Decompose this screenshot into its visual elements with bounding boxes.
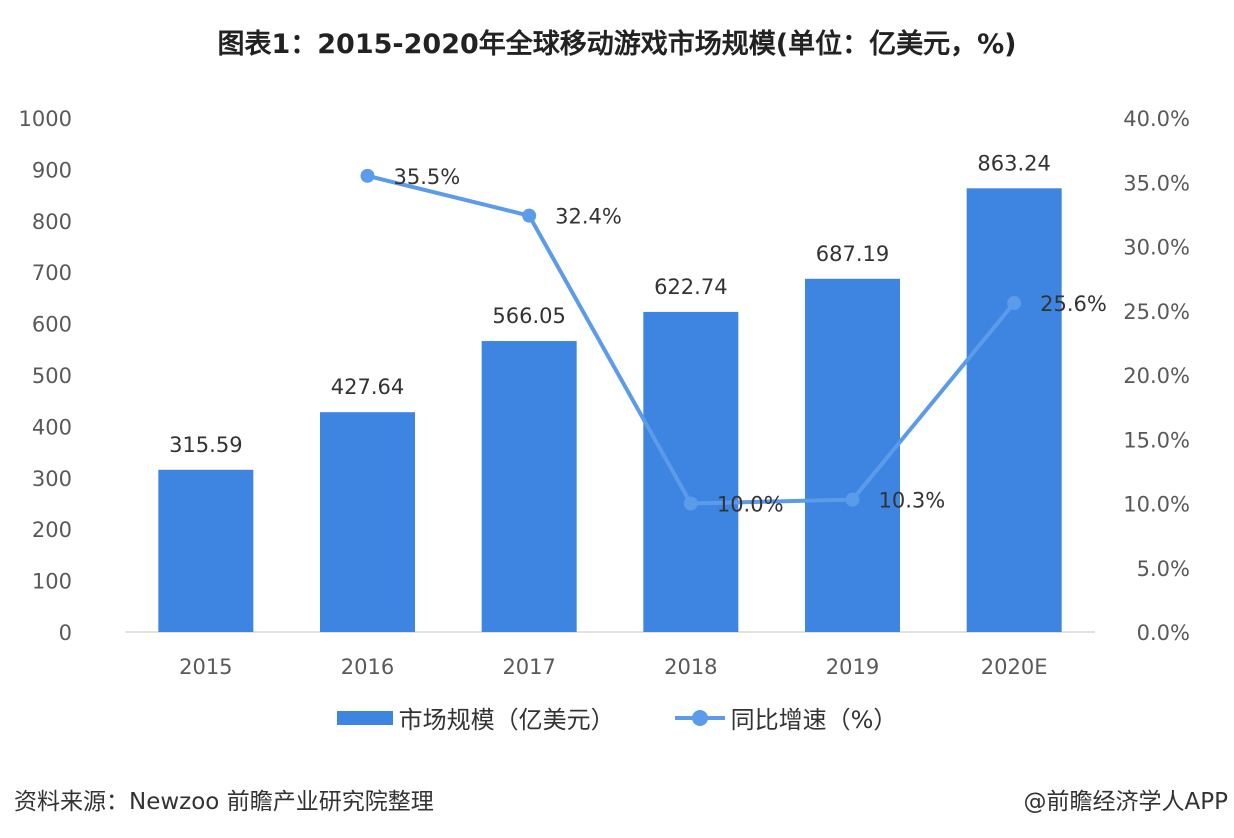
line-point (845, 492, 860, 507)
line-point (360, 168, 375, 183)
y-left-tick: 700 (32, 261, 72, 285)
y-left-tick: 800 (32, 210, 72, 234)
x-tick: 2017 (502, 655, 555, 679)
y-left-tick: 400 (32, 415, 72, 439)
y-right-tick: 35.0% (1123, 171, 1190, 195)
legend-item-bar[interactable]: 市场规模（亿美元） (336, 700, 615, 735)
bar-data-label: 687.19 (816, 242, 889, 266)
legend: 市场规模（亿美元） 同比增速（%） (0, 700, 1234, 735)
bar-data-label: 863.24 (977, 151, 1050, 175)
bar-data-label: 315.59 (169, 433, 242, 457)
y-left-tick: 900 (32, 158, 72, 182)
x-tick: 2016 (341, 655, 394, 679)
line-data-label: 35.5% (394, 165, 461, 189)
chart: 0 100 200 300 400 500 600 700 800 900 1000 0.0% 5.0%… (19, 107, 1190, 679)
x-tick: 2020E (981, 655, 1048, 679)
bar (158, 469, 254, 632)
line-data-label: 25.6% (1040, 292, 1107, 316)
legend-swatch-line (674, 709, 725, 726)
line-data-label: 10.0% (717, 493, 784, 517)
bar-data-label: 427.64 (331, 375, 404, 399)
line-data-label: 10.3% (879, 489, 946, 513)
credit: @前瞻经济学人APP (1023, 789, 1228, 815)
line-point (522, 208, 537, 223)
x-tick: 2019 (826, 655, 879, 679)
y-left-tick: 500 (32, 364, 72, 388)
y-right-tick: 5.0% (1137, 557, 1190, 581)
bar (320, 412, 415, 632)
y-left-tick: 200 (32, 518, 72, 542)
y-left-tick: 300 (32, 467, 72, 491)
y-left-tick: 0 (59, 621, 72, 645)
legend-label-bar: 市场规模（亿美元） (398, 706, 615, 734)
y-right-tick: 10.0% (1123, 493, 1190, 517)
legend-label-line: 同比增速（%） (730, 706, 898, 734)
line-point (1007, 296, 1022, 311)
y-right-tick: 15.0% (1123, 428, 1190, 452)
legend-item-line[interactable]: 同比增速（%） (674, 700, 898, 735)
bar (643, 311, 739, 632)
y-right-tick: 40.0% (1123, 107, 1190, 131)
x-tick: 2015 (179, 655, 232, 679)
y-right-tick: 0.0% (1137, 621, 1190, 645)
x-tick: 2018 (664, 655, 717, 679)
y-right-tick: 25.0% (1123, 300, 1190, 324)
bar-data-label: 566.05 (492, 304, 565, 328)
y-right-tick: 30.0% (1123, 236, 1190, 260)
source-note: 资料来源：Newzoo 前瞻产业研究院整理 (14, 789, 434, 815)
line-data-label: 32.4% (555, 205, 622, 229)
y-left-tick: 100 (32, 570, 72, 594)
bar (966, 188, 1062, 632)
y-right-tick: 20.0% (1123, 364, 1190, 388)
bar-data-label: 622.74 (654, 275, 727, 299)
y-left-tick: 1000 (19, 107, 72, 131)
chart-title: 图表1：2015-2020年全球移动游戏市场规模(单位：亿美元，%) (217, 29, 1017, 60)
legend-swatch-bar (336, 710, 393, 725)
bar (805, 278, 900, 632)
line-point (683, 496, 698, 511)
bar (481, 341, 577, 632)
y-left-tick: 600 (32, 313, 72, 337)
